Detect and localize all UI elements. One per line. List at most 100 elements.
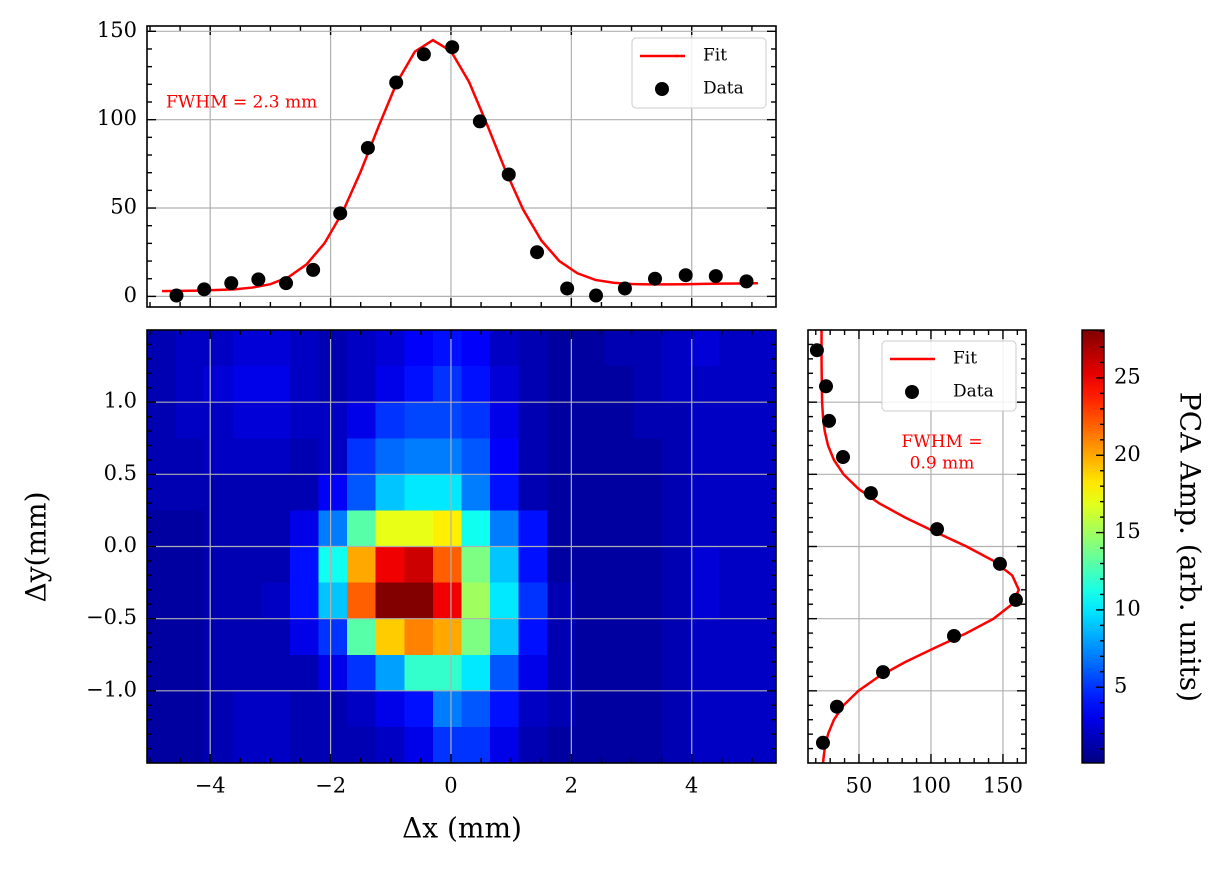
- y-tick-label: 0: [124, 283, 137, 307]
- data-point: [815, 735, 830, 750]
- y-tick-label: −0.5: [86, 605, 137, 629]
- heatmap-cell: [347, 330, 377, 367]
- heatmap-cell: [461, 510, 491, 548]
- data-point: [445, 40, 460, 55]
- heatmap-cell: [575, 438, 606, 475]
- data-point: [930, 522, 945, 537]
- heatmap-cell: [347, 726, 377, 764]
- heatmap-cell: [747, 330, 777, 367]
- heatmap-cell: [289, 402, 320, 439]
- axes-frame: [807, 329, 1027, 764]
- heatmap-cell: [633, 546, 663, 584]
- heatmap-cell: [490, 654, 520, 692]
- heatmap-cell: [318, 582, 348, 620]
- heatmap-cell: [204, 726, 234, 764]
- heatmap-cell: [261, 474, 291, 512]
- heatmap-cell: [690, 690, 720, 728]
- heatmap-cell: [375, 402, 405, 439]
- heatmap-cell: [204, 546, 234, 584]
- heatmap-cell: [747, 618, 777, 656]
- heatmap-cell: [261, 618, 291, 656]
- heatmap-cell: [518, 690, 548, 728]
- heatmap-cell: [232, 366, 262, 403]
- heatmap-cell: [204, 690, 234, 728]
- heatmap-cell: [575, 690, 606, 728]
- heatmap-cell: [204, 330, 234, 367]
- heatmap-cell: [604, 582, 634, 620]
- heatmap-cell: [604, 510, 634, 548]
- heatmap-cell: [289, 654, 320, 692]
- legend-label: Fit: [953, 349, 977, 369]
- heatmap-cell: [747, 690, 777, 728]
- heatmap-cell: [518, 582, 548, 620]
- heatmap-cell: [575, 582, 606, 620]
- heatmap-cell: [204, 510, 234, 548]
- colorbar-tick-label: 25: [1114, 364, 1141, 388]
- heatmap-cell: [147, 438, 177, 475]
- heatmap-cell: [347, 654, 377, 692]
- data-point: [818, 379, 833, 394]
- heatmap-cell: [147, 654, 177, 692]
- legend-marker: [905, 385, 919, 399]
- heatmap-cell: [404, 474, 434, 512]
- heatmap-cell: [718, 474, 749, 512]
- heatmap-cell: [547, 366, 577, 403]
- heatmap-cell: [204, 438, 234, 475]
- x-axis-label: Δx (mm): [402, 812, 522, 845]
- data-point: [1008, 592, 1023, 607]
- heatmap-cell: [432, 690, 463, 728]
- heatmap-cell: [432, 510, 463, 548]
- heatmap-cell: [175, 654, 205, 692]
- heatmap-cell: [375, 546, 405, 584]
- heatmap-cell: [347, 582, 377, 620]
- heatmap-cell: [175, 582, 205, 620]
- heatmap-cell: [375, 438, 405, 475]
- heatmap-cell: [375, 582, 405, 620]
- heatmap-cell: [204, 474, 234, 512]
- data-point: [416, 47, 431, 62]
- heatmap-cell: [575, 726, 606, 764]
- heatmap-cell: [461, 726, 491, 764]
- data-point: [829, 699, 844, 714]
- heatmap-cell: [747, 474, 777, 512]
- heatmap-cell: [432, 474, 463, 512]
- heatmap-cell: [575, 330, 606, 367]
- heatmap-cell: [175, 474, 205, 512]
- heatmap-cell: [289, 438, 320, 475]
- y-tick-label: 150: [97, 18, 137, 42]
- heatmap-cell: [232, 654, 262, 692]
- heatmap-cell: [604, 402, 634, 439]
- data-point: [530, 245, 545, 260]
- heatmap-cell: [232, 618, 262, 656]
- heatmap-cell: [461, 438, 491, 475]
- heatmap-cell: [633, 510, 663, 548]
- heatmap-cell: [347, 546, 377, 584]
- heatmap-cell: [318, 690, 348, 728]
- data-point: [822, 413, 837, 428]
- heatmap-cell: [147, 546, 177, 584]
- heatmap-cell: [718, 402, 749, 439]
- heatmap-cell: [747, 546, 777, 584]
- y-axis-label: Δy(mm): [20, 492, 53, 603]
- heatmap-cell: [204, 618, 234, 656]
- heatmap-cell: [289, 474, 320, 512]
- heatmap-cell: [490, 474, 520, 512]
- heatmap-cell: [347, 402, 377, 439]
- heatmap-cell: [175, 546, 205, 584]
- heatmap-cell: [404, 726, 434, 764]
- x-tick-label: −4: [195, 774, 226, 798]
- data-point: [360, 140, 375, 155]
- heatmap-cell: [461, 402, 491, 439]
- heatmap-cell: [289, 690, 320, 728]
- heatmap-cell: [547, 402, 577, 439]
- heatmap-cell: [661, 726, 691, 764]
- heatmap-cell: [318, 330, 348, 367]
- heatmap-cell: [461, 546, 491, 584]
- heatmap-cell: [232, 690, 262, 728]
- heatmap-cell: [347, 366, 377, 403]
- data-point: [224, 276, 239, 291]
- heatmap-cell: [690, 366, 720, 403]
- data-point: [251, 272, 266, 287]
- heatmap-cell: [147, 690, 177, 728]
- heatmap-cell: [147, 366, 177, 403]
